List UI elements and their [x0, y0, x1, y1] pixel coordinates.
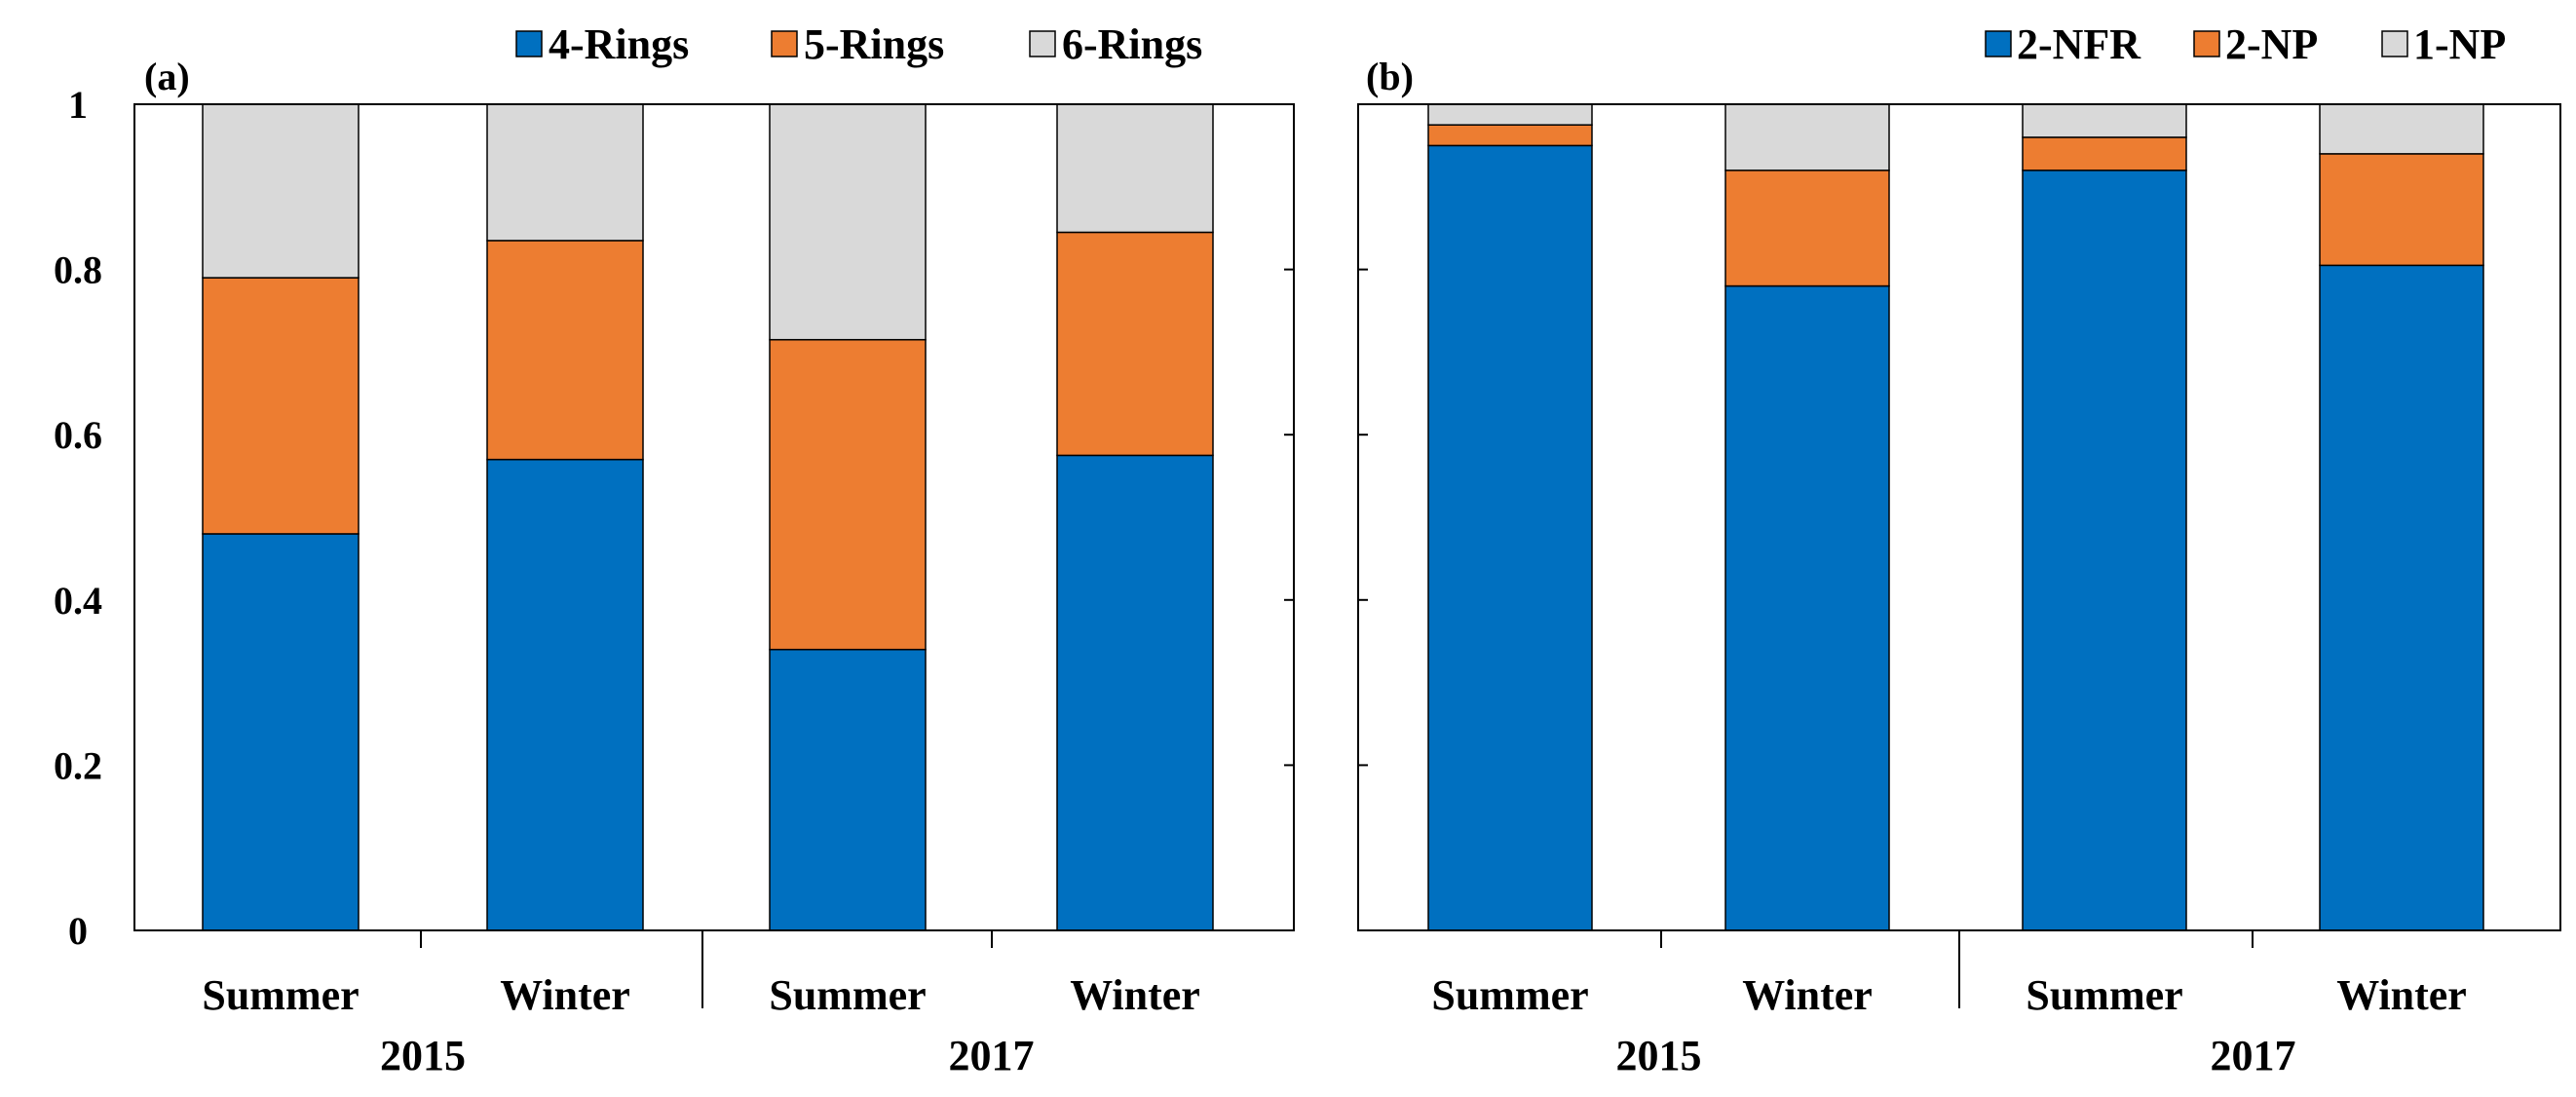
bar-4-rings-1 — [202, 533, 360, 931]
legend-label-4-rings: 4-Rings — [549, 20, 689, 68]
bar-5-rings-1 — [202, 277, 360, 535]
plot-frame — [133, 103, 1295, 931]
year-label: 2017 — [2211, 1032, 2296, 1079]
legend-swatch-4-rings — [515, 30, 543, 57]
y-tick-label: 0.6 — [54, 413, 102, 457]
bar-2-nfr-3 — [2022, 170, 2187, 931]
bar-2-np-4 — [2319, 153, 2484, 267]
y-tick-label: 0 — [68, 909, 88, 953]
bar-4-rings-3 — [769, 648, 927, 931]
y-tick-label: 0.8 — [54, 248, 102, 292]
category-label: Winter — [1070, 971, 1200, 1019]
panel-a: 0 0.2 0.4 0.6 0.8 1 Summer Winter Summer Winter 20… — [54, 20, 1295, 1079]
legend-label-1-np: 1-NP — [2413, 20, 2506, 68]
bar-4-rings-4 — [1056, 454, 1214, 931]
category-label: Winter — [1742, 971, 1873, 1019]
bar-1-np-1 — [1427, 103, 1593, 126]
legend-swatch-2-np — [2193, 30, 2220, 57]
bar-2-nfr-2 — [1724, 284, 1890, 931]
bar-4-rings-2 — [486, 458, 644, 931]
panel-b: Summer Winter Summer Winter 2015 2017 (b) 2-NFR… — [1357, 20, 2561, 1079]
legend-swatch-5-rings — [771, 30, 798, 57]
bar-6-rings-2 — [486, 103, 644, 242]
y-tick-label: 0.2 — [54, 743, 102, 787]
bar-6-rings-3 — [769, 103, 927, 341]
year-label: 2017 — [949, 1032, 1035, 1079]
bar-1-np-2 — [1724, 103, 1890, 171]
bar-2-np-1 — [1427, 124, 1593, 147]
legend-swatch-6-rings — [1029, 30, 1056, 57]
year-label: 2015 — [1616, 1032, 1702, 1079]
bar-2-np-2 — [1724, 170, 1890, 287]
legend-swatch-1-np — [2381, 30, 2408, 57]
bar-1-np-4 — [2319, 103, 2484, 155]
bar-2-np-3 — [2022, 136, 2187, 171]
category-label: Summer — [2026, 971, 2182, 1019]
category-label: Winter — [500, 971, 630, 1019]
legend-label-6-rings: 6-Rings — [1062, 20, 1202, 68]
bar-5-rings-3 — [769, 338, 927, 651]
legend-label-2-np: 2-NP — [2225, 20, 2318, 68]
bar-6-rings-4 — [1056, 103, 1214, 234]
category-label: Summer — [202, 971, 359, 1019]
bar-1-np-3 — [2022, 103, 2187, 138]
category-label: Winter — [2336, 971, 2467, 1019]
y-tick-label: 1 — [68, 83, 88, 127]
bar-6-rings-1 — [202, 103, 360, 279]
year-label: 2015 — [380, 1032, 466, 1079]
y-tick-label: 0.4 — [54, 579, 102, 623]
bar-2-nfr-1 — [1427, 144, 1593, 931]
panel-label: (a) — [144, 55, 190, 98]
legend-swatch-2-nfr — [1985, 30, 2012, 57]
bar-5-rings-2 — [486, 240, 644, 461]
bar-5-rings-4 — [1056, 231, 1214, 457]
category-label: Summer — [1431, 971, 1588, 1019]
legend-label-2-nfr: 2-NFR — [2017, 20, 2141, 68]
bar-2-nfr-4 — [2319, 264, 2484, 931]
legend-label-5-rings: 5-Rings — [804, 20, 944, 68]
panel-label: (b) — [1366, 55, 1414, 98]
category-label: Summer — [769, 971, 926, 1019]
